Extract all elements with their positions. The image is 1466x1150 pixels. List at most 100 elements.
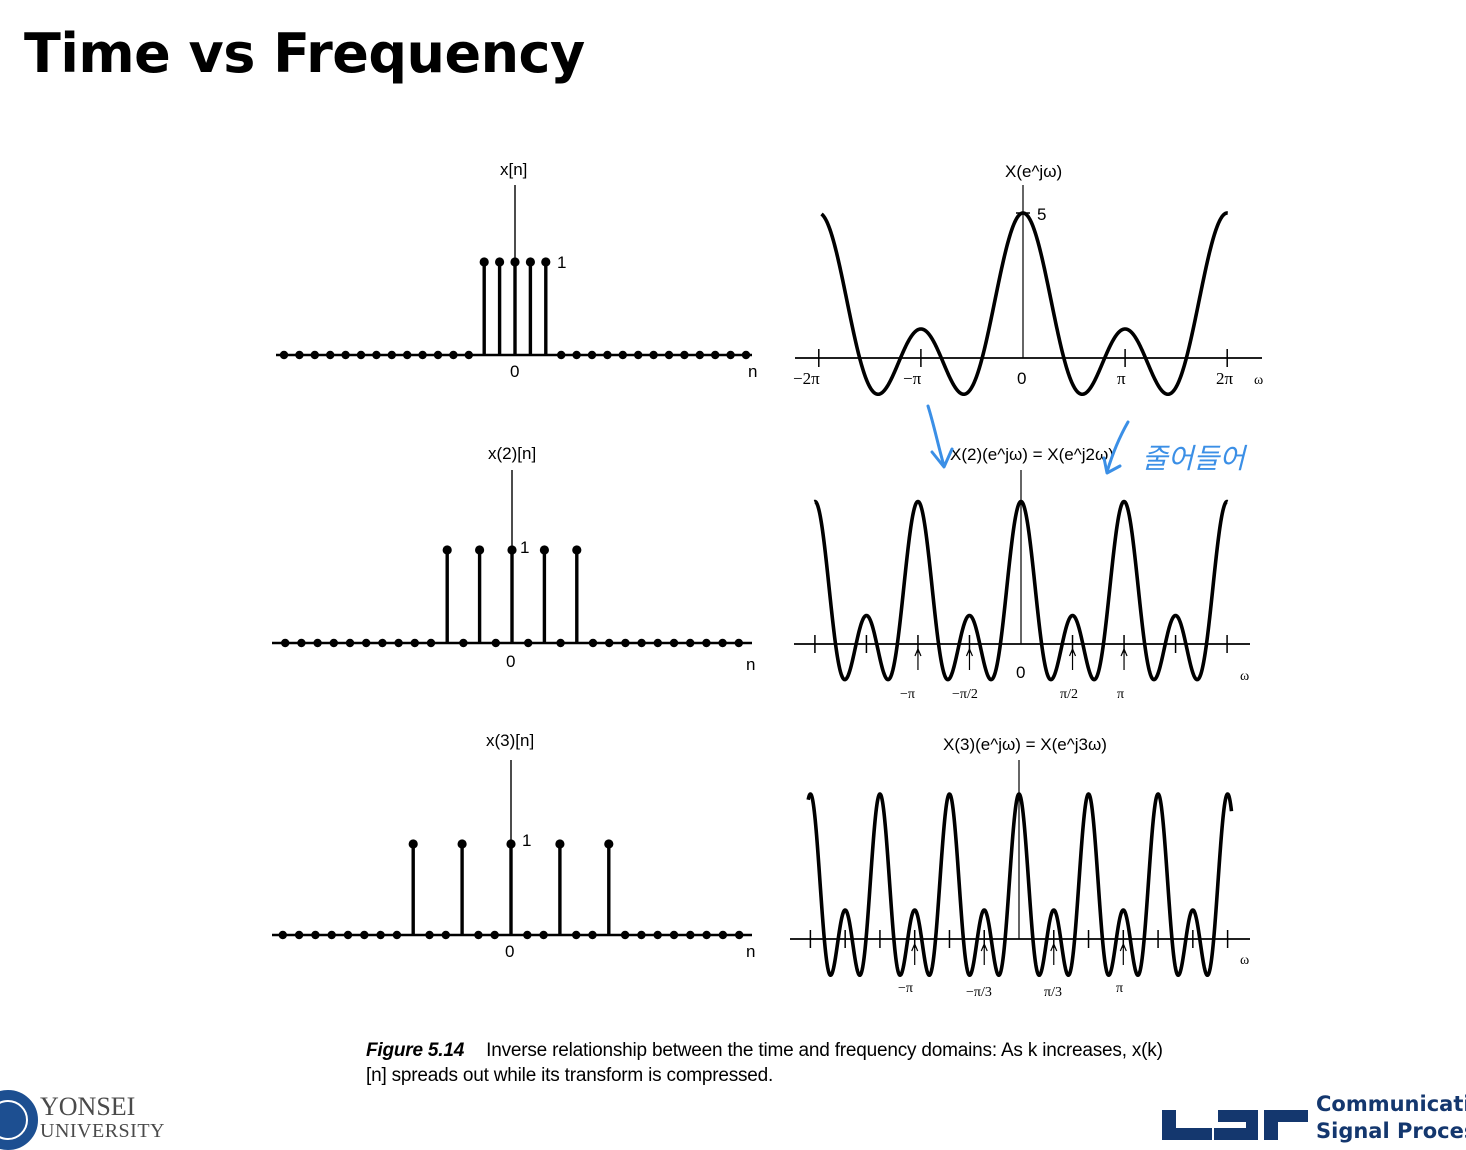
X-five-label: 5 (1037, 205, 1046, 224)
zero-sample (587, 350, 597, 360)
x3-title: x(3)[n] (486, 731, 534, 750)
zero-sample (464, 350, 473, 360)
stem-point (510, 257, 520, 267)
zero-sample (557, 350, 566, 360)
zero-sample (603, 350, 612, 360)
X2-pi-label: π (1117, 687, 1124, 702)
zero-sample (637, 638, 646, 648)
X2-minus-pi-over-2-label: −π/2 (952, 687, 978, 702)
X3-omega-label: ω (1240, 953, 1249, 968)
slide-title: Time vs Frequency (24, 22, 585, 85)
zero-sample (572, 930, 581, 940)
X-minus-pi-label: −π (903, 369, 922, 388)
zero-sample (637, 930, 646, 940)
stem-point (507, 545, 517, 555)
stem-point (604, 839, 614, 849)
yonsei-logo: YONSEI UNIVERSITY (0, 1088, 200, 1150)
zero-sample (686, 638, 695, 648)
zero-sample (295, 350, 304, 360)
spectrum-curve (813, 499, 1229, 682)
X-spectrum-plot (795, 185, 1262, 397)
yonsei-seal-icon (0, 1090, 38, 1150)
zero-sample (281, 638, 290, 648)
zero-sample (653, 930, 662, 940)
zero-sample (588, 638, 598, 648)
X3-minus-pi-label: −π (898, 981, 913, 996)
zero-sample (329, 638, 338, 648)
caption-text: Inverse relationship between the time an… (366, 1040, 1163, 1086)
X3-pi-over-3-label: π/3 (1044, 985, 1062, 1000)
zero-sample (343, 930, 353, 940)
X3-pi-label: π (1116, 981, 1123, 996)
zero-sample (341, 350, 350, 360)
X3-minus-pi-over-3-label: −π/3 (966, 985, 992, 1000)
zero-sample (387, 350, 396, 360)
annotation-arrows (926, 404, 1130, 475)
stem-point (408, 839, 418, 849)
X-two-pi-label: 2π (1216, 369, 1234, 388)
x3-n-label: n (746, 942, 755, 961)
x-title: x[n] (500, 160, 527, 179)
zero-sample (418, 350, 427, 360)
x2-stem-plot (272, 470, 752, 648)
zero-sample (433, 350, 443, 360)
zero-sample (345, 638, 355, 648)
zero-sample (524, 638, 533, 648)
x2-one-label: 1 (520, 538, 529, 557)
zero-sample (718, 930, 728, 940)
stem-point (475, 545, 485, 555)
zero-sample (649, 350, 658, 360)
X-pi-label: π (1117, 369, 1126, 388)
zero-sample (297, 638, 306, 648)
zero-sample (686, 930, 695, 940)
caption-label: Figure 5.14 (366, 1040, 465, 1061)
zero-sample (279, 350, 289, 360)
zero-sample (278, 930, 287, 940)
zero-sample (702, 930, 711, 940)
zero-sample (394, 638, 403, 648)
x-n-label: n (748, 362, 757, 381)
X3-spectrum-plot (790, 760, 1250, 978)
zero-sample (392, 930, 402, 940)
X-minus-two-pi-label: −2π (793, 369, 820, 388)
x-one-label: 1 (557, 253, 566, 272)
zero-sample (491, 638, 500, 648)
zero-sample (356, 350, 366, 360)
spectrum-curve (806, 792, 1234, 978)
zero-sample (726, 350, 735, 360)
zero-sample (313, 638, 322, 648)
lab-name-line1: Communications (1316, 1092, 1466, 1116)
zero-sample (376, 930, 385, 940)
figure-caption: Figure 5.14 Inverse relationship between … (366, 1038, 1166, 1088)
zero-sample (572, 350, 581, 360)
zero-sample (372, 350, 381, 360)
zero-sample (634, 350, 643, 360)
zero-sample (588, 930, 597, 940)
X2-zero-label: 0 (1016, 663, 1025, 682)
zero-sample (362, 638, 371, 648)
zero-sample (734, 638, 743, 648)
zero-sample (605, 638, 614, 648)
zero-sample (327, 930, 336, 940)
X-zero-label: 0 (1017, 369, 1026, 388)
university-name-line2: UNIVERSITY (40, 1120, 165, 1142)
zero-sample (410, 638, 419, 648)
zero-sample (539, 930, 548, 940)
x3-zero-label: 0 (505, 942, 514, 961)
x2-n-label: n (746, 655, 755, 674)
zero-sample (474, 930, 483, 940)
zero-sample (620, 930, 630, 940)
X2-omega-label: ω (1240, 669, 1249, 684)
X2-spectrum-plot (794, 470, 1250, 682)
stem-point (572, 545, 582, 555)
zero-sample (621, 638, 630, 648)
zero-sample (523, 930, 532, 940)
X2-pi-over-2-label: π/2 (1060, 687, 1078, 702)
zero-sample (360, 930, 369, 940)
zero-sample (425, 930, 434, 940)
zero-sample (702, 638, 711, 648)
zero-sample (449, 350, 458, 360)
X2-minus-pi-label: −π (900, 687, 915, 702)
stem-point (539, 545, 550, 555)
zero-sample (326, 350, 335, 360)
